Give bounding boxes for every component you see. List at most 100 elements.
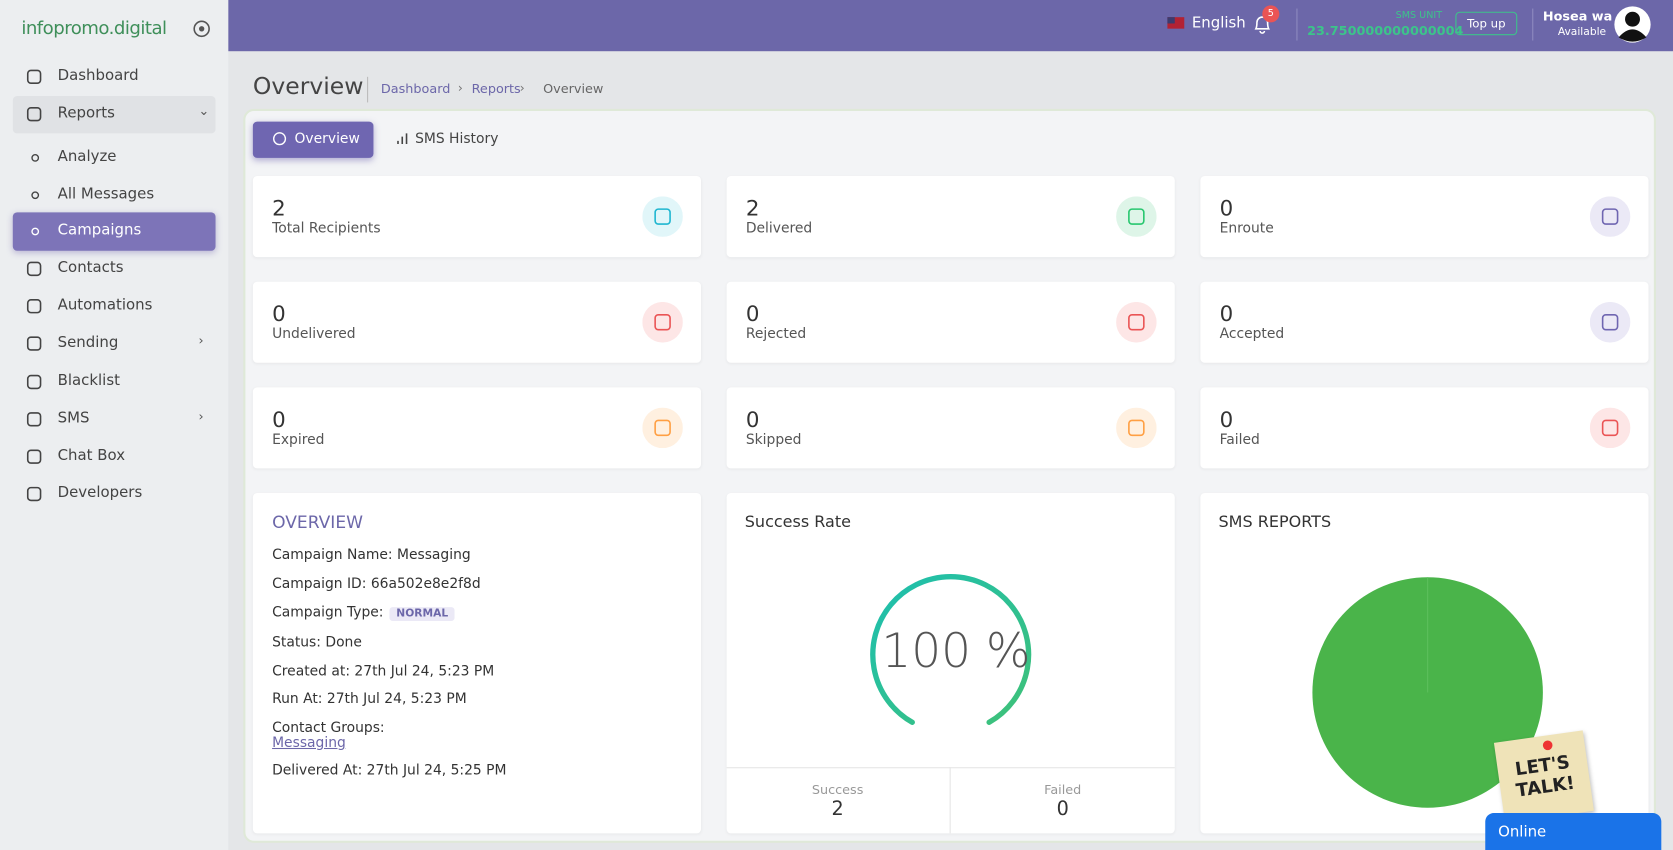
stat-icon-glyph: [1601, 419, 1619, 437]
language[interactable]: English: [1191, 14, 1246, 33]
tab-icon: [272, 132, 287, 146]
success-stat: Failed: [1044, 782, 1082, 798]
menu-item[interactable]: Reports: [57, 104, 115, 122]
overview-field: Contact Groups: Messaging: [272, 720, 385, 751]
stat-icon: [1589, 196, 1631, 237]
breadcrumb-sep: ›: [457, 80, 463, 95]
stat-card: [726, 387, 1175, 469]
breadcrumb-item[interactable]: Dashboard: [380, 81, 451, 97]
stat-icon-glyph: [654, 208, 671, 225]
stat-icon: [1116, 407, 1157, 449]
menu-item[interactable]: Campaigns: [57, 221, 142, 240]
tab-label[interactable]: SMS History: [415, 131, 499, 148]
stat-label: Skipped: [745, 432, 802, 449]
menu-item[interactable]: Chat Box: [57, 447, 126, 465]
notification-badge[interactable]: 5: [1262, 5, 1280, 23]
stat-label: Delivered: [745, 220, 813, 237]
stat-label: Accepted: [1219, 326, 1285, 343]
divider: [726, 767, 1175, 769]
divider: [1296, 8, 1298, 41]
stat-value: 2: [272, 195, 286, 221]
breadcrumb-item: Overview: [543, 81, 604, 97]
menu-item[interactable]: Blacklist: [57, 372, 120, 390]
contact-group-link[interactable]: Messaging: [272, 735, 346, 752]
overview-field: Run At: 27th Jul 24, 5:23 PM: [272, 691, 467, 707]
stat-icon-bg: [642, 196, 683, 237]
toggle-ring: [193, 20, 210, 38]
menu-item[interactable]: Dashboard: [57, 67, 139, 85]
stat-label: Undelivered: [272, 326, 356, 343]
tab-label[interactable]: Overview: [294, 131, 360, 148]
type-badge: NORMAL: [389, 607, 455, 621]
menu-item[interactable]: Analyze: [57, 148, 117, 166]
menu-item[interactable]: SMS: [57, 409, 90, 427]
gauge: [870, 574, 1032, 726]
toggle-dot: [198, 26, 205, 32]
success-stat: 0: [1056, 798, 1069, 821]
menu-icon: [26, 449, 42, 464]
menu-highlight: [12, 96, 216, 134]
stat-icon-glyph: [1128, 419, 1145, 437]
avatar-head: [1625, 11, 1640, 27]
field-label: Status:: [272, 634, 321, 651]
menu-item[interactable]: Developers: [57, 484, 143, 502]
menu-chevron: ›: [198, 332, 204, 348]
overview-card: [252, 492, 702, 834]
menu-icon: [26, 374, 42, 390]
menu-icon-shape: [26, 486, 42, 502]
divider: [1532, 8, 1534, 41]
stat-value: 0: [1219, 406, 1234, 433]
flag-canton: [1167, 17, 1175, 24]
menu-item[interactable]: Contacts: [57, 259, 124, 277]
stat-card: [252, 281, 702, 363]
breadcrumb-item[interactable]: Reports: [471, 81, 521, 97]
stat-value: 0: [745, 406, 760, 433]
stat-icon-glyph: [1128, 208, 1145, 225]
stat-value: 0: [745, 300, 760, 327]
menu-icon-shape: [26, 336, 42, 351]
success-stat: Success: [811, 782, 864, 798]
stat-label: Expired: [272, 432, 325, 449]
divider: [367, 76, 369, 103]
field-label: Run At:: [272, 691, 323, 708]
menu-icon: [26, 69, 42, 85]
menu-icon-shape: [26, 374, 42, 390]
flag: [1167, 17, 1185, 29]
user-status: Available: [1557, 26, 1607, 39]
menu-icon: [26, 261, 42, 277]
menu-item[interactable]: All Messages: [57, 185, 155, 203]
stat-icon: [1589, 301, 1631, 343]
menu-icon-shape: [31, 191, 40, 200]
overview-field: Status: Done: [272, 635, 362, 651]
user-name: Hosea wa: [1542, 8, 1613, 24]
field-label: Campaign Type:: [272, 604, 384, 621]
stat-icon-bg: [1116, 196, 1157, 237]
top-up-button[interactable]: Top up: [1455, 11, 1518, 36]
field-value: 27th Jul 24, 5:25 PM: [366, 762, 507, 779]
field-value: 66a502e8e2f8d: [370, 576, 481, 593]
menu-icon: [26, 486, 42, 502]
sidebar-toggle: [193, 20, 210, 38]
stat-icon-bg: [642, 301, 683, 343]
stat-value: 0: [1219, 300, 1234, 327]
sms-unit-label: SMS UNIT: [1395, 10, 1443, 22]
top-bar: [228, 0, 1673, 52]
stat-card: [252, 176, 702, 258]
stat-card: [726, 176, 1175, 258]
stat-card: [726, 281, 1175, 363]
sticker-pin: [1542, 740, 1553, 751]
menu-chevron: ›: [198, 408, 204, 424]
menu-icon: [26, 299, 42, 314]
menu-icon-shape: [26, 261, 42, 277]
stat-icon: [1116, 196, 1157, 237]
menu-icon: [31, 227, 40, 236]
field-value: 27th Jul 24, 5:23 PM: [354, 663, 495, 680]
overview-field: Campaign Type: NORMAL: [272, 605, 455, 621]
chat-status[interactable]: Online: [1498, 823, 1547, 841]
menu-item[interactable]: Sending: [57, 333, 119, 352]
overview-field: Created at: 27th Jul 24, 5:23 PM: [272, 664, 494, 680]
menu-item[interactable]: Automations: [57, 296, 153, 314]
chat-bar[interactable]: [1485, 813, 1662, 850]
success-rate-value: 100 %: [881, 624, 1031, 679]
